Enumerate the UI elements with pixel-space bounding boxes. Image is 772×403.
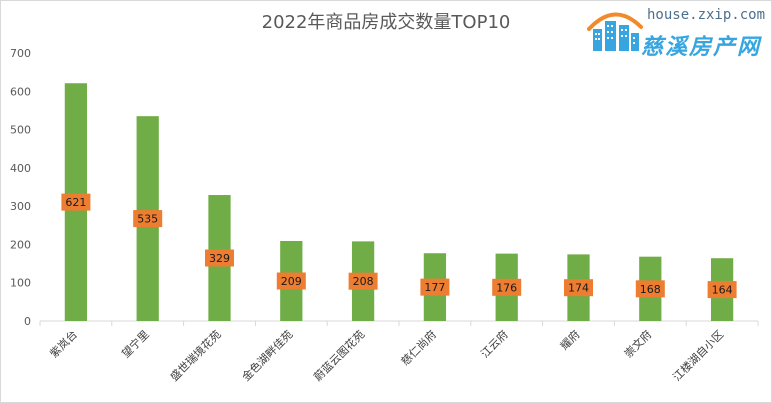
watermark-url: house.zxip.com — [647, 7, 766, 23]
category-label: 蔚蓝云图花苑 — [311, 328, 367, 384]
category-label: 紫岚台 — [47, 327, 80, 360]
data-label-box — [348, 272, 378, 290]
category-label: 江楼湖自小区 — [670, 327, 727, 384]
data-label-box — [707, 281, 737, 299]
data-label: 535 — [137, 213, 158, 226]
data-label-box — [420, 278, 450, 296]
chart-title: 2022年商品房成交数量TOP10 — [262, 12, 511, 33]
data-label: 208 — [353, 275, 374, 288]
y-tick-label: 500 — [10, 124, 31, 137]
category-label: 金色湖畔佳苑 — [239, 327, 296, 384]
category-label: 盛世瑞境花苑 — [167, 327, 224, 384]
data-label: 329 — [209, 252, 230, 265]
category-label: 望宁里 — [119, 327, 152, 360]
data-label-box — [205, 249, 234, 267]
y-tick-label: 600 — [10, 85, 31, 98]
y-tick-label: 700 — [10, 47, 31, 60]
building-logo-icon — [587, 12, 643, 51]
data-label: 164 — [712, 284, 733, 297]
y-tick-label: 200 — [10, 238, 31, 251]
data-label: 621 — [65, 196, 86, 209]
data-label: 209 — [281, 275, 302, 288]
y-tick-label: 100 — [10, 277, 31, 290]
category-label: 慈仁尚府 — [398, 327, 439, 368]
data-label: 168 — [640, 283, 661, 296]
category-label: 江云府 — [478, 327, 511, 360]
watermark-brand: 慈溪房产网 — [641, 34, 762, 60]
category-label: 耀府 — [557, 327, 582, 352]
y-tick-label: 0 — [24, 315, 31, 328]
data-label-box — [635, 280, 665, 298]
y-tick-label: 400 — [10, 162, 31, 175]
data-label-box — [133, 210, 163, 228]
data-label: 174 — [568, 282, 589, 295]
data-label-box — [492, 278, 522, 296]
category-label: 崇文府 — [621, 327, 654, 360]
data-label-box — [564, 279, 593, 297]
data-label: 177 — [424, 281, 445, 294]
data-label: 176 — [496, 281, 517, 294]
data-label-box — [61, 193, 91, 211]
y-tick-label: 300 — [10, 200, 31, 213]
data-label-box — [276, 272, 306, 290]
